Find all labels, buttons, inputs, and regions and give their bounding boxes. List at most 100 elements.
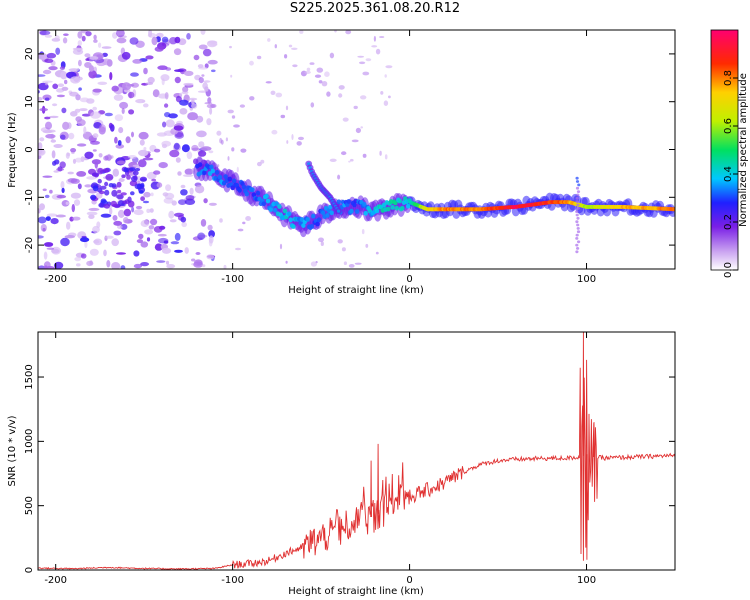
spectrogram-noise-blob: [220, 139, 224, 145]
x-tick-label: -100: [221, 575, 244, 586]
spectrogram-noise-blob: [42, 130, 53, 134]
spectrogram-noise-blob: [39, 108, 48, 112]
spectrogram-ridge-core: [230, 185, 235, 191]
spectrogram-noise-blob: [306, 67, 311, 72]
spectrogram-noise-blob: [65, 152, 70, 159]
spectrogram-ridge-core: [329, 210, 334, 216]
spectrogram-cluster-blob: [104, 181, 109, 187]
spectrogram-noise-blob: [191, 98, 195, 105]
spectrogram-noise-blob: [179, 108, 188, 115]
spectrogram-noise-blob: [90, 111, 101, 119]
spectrogram-noise-blob: [115, 144, 125, 149]
spectrogram-noise-blob: [140, 262, 150, 267]
spectrogram-noise-blob: [375, 48, 381, 55]
spectrogram-noise-blob: [375, 251, 379, 255]
spectrogram-noise-blob: [109, 207, 113, 215]
spectrogram-cluster-blob: [128, 167, 136, 172]
spectrogram-noise-blob: [196, 115, 204, 123]
spectrogram-noise-blob: [161, 36, 169, 43]
spectrogram-noise-blob: [133, 209, 144, 216]
spectrogram-noise-blob: [242, 221, 246, 225]
spectrogram-noise-blob: [146, 208, 151, 213]
spectrogram-noise-blob: [285, 260, 288, 264]
spectrogram-noise-blob: [125, 136, 131, 144]
spectrogram-noise-blob: [92, 149, 97, 152]
spectrogram-cluster-blob: [131, 175, 138, 182]
spectrogram-noise-blob: [388, 95, 391, 99]
spectrogram-spike: [576, 247, 580, 250]
spectrogram-noise-blob: [227, 109, 234, 114]
spectrogram-ridge-core: [265, 198, 271, 204]
spectrogram-noise-blob: [318, 237, 324, 243]
spectrogram-ridge-core: [315, 221, 320, 227]
spectrogram-noise-blob: [209, 107, 213, 115]
snr-series-line: [38, 332, 675, 570]
spectrogram-noise-blob: [128, 109, 135, 115]
spectrogram-noise-blob: [89, 248, 99, 256]
spectrogram-noise-blob: [129, 37, 139, 45]
spectrogram-noise-blob: [191, 103, 198, 109]
spectrogram-noise-blob: [141, 100, 145, 103]
spectrogram-noise-blob: [256, 55, 262, 60]
spectrogram-ridge-core: [277, 204, 282, 209]
spectrogram-noise-blob: [158, 162, 168, 169]
x-tick-label: 100: [577, 274, 596, 285]
spectrogram-ridge-core: [672, 207, 675, 212]
spectrogram-noise-blob: [130, 72, 139, 77]
spectrogram-noise-blob: [44, 34, 53, 38]
spectrogram-cluster-blob: [92, 185, 99, 192]
spectrogram-noise-blob: [104, 112, 113, 117]
spectrogram-noise-blob: [168, 210, 175, 219]
figure-title: S225.2025.361.08.20.R12: [289, 1, 461, 16]
spectrogram-noise-blob: [298, 136, 304, 141]
spectrogram-noise-blob: [193, 54, 200, 61]
spectrogram-noise-blob: [77, 40, 83, 47]
spectrogram-noise-blob: [142, 200, 150, 204]
spectrogram-x-label: Height of straight line (km): [288, 285, 424, 296]
spectrogram-ridge-core: [227, 176, 232, 182]
spectrogram-noise-blob: [334, 30, 337, 33]
spectrogram-ridge-core: [264, 193, 269, 199]
spectrogram-noise-blob: [63, 79, 68, 85]
spectrogram-noise-blob: [111, 238, 119, 247]
spectrogram-noise-blob: [110, 124, 115, 132]
x-tick-label: 0: [406, 575, 412, 586]
spectrogram-noise-blob: [148, 225, 155, 230]
spectrogram-noise-blob: [184, 198, 196, 205]
spectrogram-noise-blob: [166, 264, 176, 269]
y-tick-label: 0: [24, 567, 35, 573]
spectrogram-noise-blob: [53, 144, 63, 148]
spectrogram-ridge-core: [355, 209, 360, 214]
spectrogram-noise-blob: [185, 195, 195, 201]
spectrogram-noise-blob: [89, 56, 99, 60]
spectrogram-cluster-blob: [102, 168, 110, 174]
spectrogram-noise-blob: [138, 159, 147, 168]
spectrogram-noise-blob: [72, 158, 77, 164]
spectrogram-noise-blob: [165, 119, 175, 128]
spectrogram-noise-blob: [341, 247, 346, 252]
spectrogram-noise-blob: [116, 30, 125, 38]
spectrogram-noise-blob: [208, 202, 217, 206]
spectrogram-noise-blob: [146, 237, 151, 242]
spectrogram-ridge-core: [309, 224, 315, 229]
spectrogram-cluster-blob: [123, 167, 129, 173]
spectrogram-noise-blob: [384, 154, 388, 160]
spectrogram-spike: [575, 176, 579, 180]
spectrogram-noise-blob: [320, 241, 324, 246]
spectrogram-noise-blob: [73, 199, 81, 206]
spectrogram-noise-blob: [42, 69, 52, 75]
spectrogram-noise-blob: [235, 247, 241, 251]
spectrogram-cluster-blob: [121, 174, 126, 178]
spectrogram-noise-blob: [200, 30, 206, 35]
spectrogram-noise-blob: [113, 94, 124, 101]
spectrogram-noise-blob: [114, 114, 124, 122]
spectrogram-noise-blob: [184, 247, 189, 254]
spectrogram-noise-blob: [156, 182, 163, 188]
spectrogram-background: [38, 30, 675, 269]
spectrogram-noise-blob: [329, 52, 335, 59]
spectrogram-noise-blob: [267, 38, 271, 42]
spectrogram-noise-blob: [90, 140, 100, 145]
spectrogram-ridge-core: [397, 198, 402, 204]
spectrogram-noise-blob: [113, 220, 123, 226]
spectrogram-noise-blob: [138, 131, 149, 140]
